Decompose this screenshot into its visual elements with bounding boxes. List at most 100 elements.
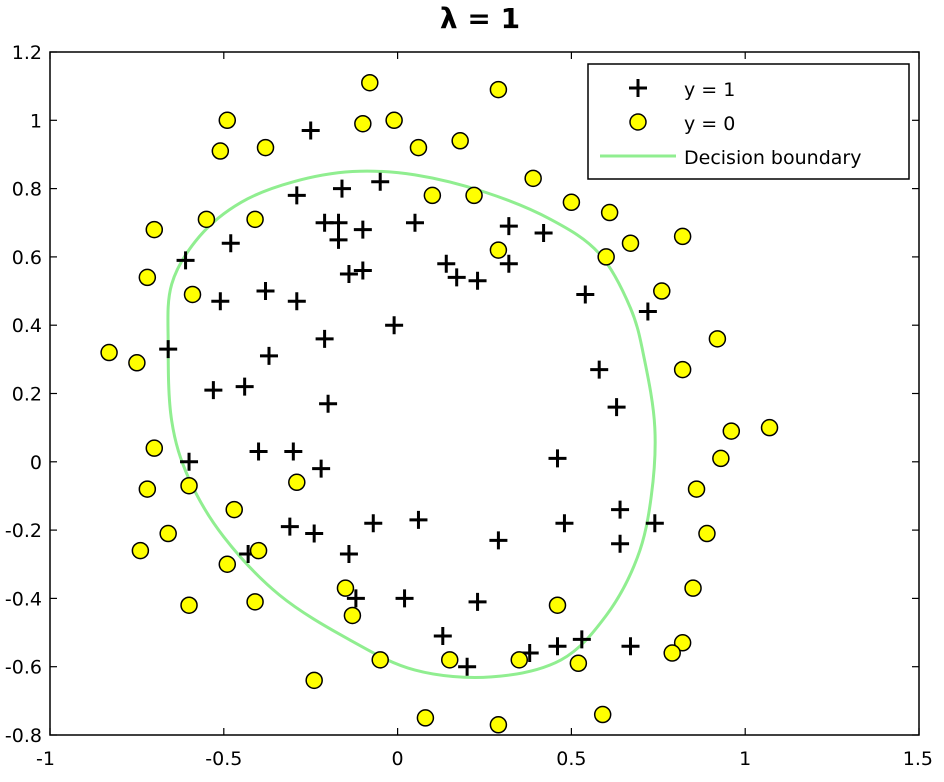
y-tick-label: -0.8 bbox=[5, 725, 42, 747]
negative-point bbox=[145, 439, 164, 457]
negative-point bbox=[138, 268, 157, 287]
y-tick-label: 0.2 bbox=[12, 384, 42, 406]
negative-point bbox=[180, 476, 198, 495]
positive-point bbox=[329, 230, 348, 249]
x-tick-label: 1 bbox=[739, 748, 751, 770]
positive-point bbox=[607, 398, 626, 417]
positive-point bbox=[468, 592, 487, 611]
positive-point bbox=[353, 220, 372, 239]
y-axis-ticks: -0.8 -0.6 -0.4 -0.2 0 0.2 0.4 0.6 0.8 1 1.2 bbox=[5, 42, 919, 747]
legend-label-negative: y = 0 bbox=[684, 113, 735, 135]
x-tick-label: 0.5 bbox=[556, 748, 586, 770]
negative-point bbox=[673, 360, 692, 379]
positive-point bbox=[590, 360, 609, 379]
legend-label-positive: y = 1 bbox=[684, 79, 735, 101]
positive-point bbox=[287, 292, 306, 311]
positive-point bbox=[305, 524, 324, 543]
negative-point bbox=[218, 111, 237, 130]
negative-point bbox=[131, 541, 150, 560]
positive-point bbox=[576, 285, 595, 304]
negative-point bbox=[684, 579, 702, 597]
positive-point bbox=[204, 381, 223, 400]
negative-point bbox=[489, 716, 508, 734]
positive-point bbox=[353, 261, 372, 280]
positive-point bbox=[364, 514, 383, 533]
positive-point bbox=[256, 282, 275, 301]
positive-point bbox=[312, 459, 331, 478]
positive-point bbox=[621, 637, 640, 656]
negative-point bbox=[562, 193, 581, 212]
negative-point bbox=[593, 705, 612, 724]
positive-point bbox=[221, 234, 240, 253]
negative-point bbox=[180, 596, 198, 614]
negative-points-layer bbox=[100, 73, 779, 734]
positive-point bbox=[259, 346, 278, 365]
positive-point bbox=[548, 449, 567, 468]
positive-point bbox=[611, 534, 630, 553]
positive-point bbox=[405, 213, 424, 232]
negative-point bbox=[440, 651, 459, 669]
x-tick-label: 0 bbox=[392, 748, 404, 770]
negative-point bbox=[385, 111, 403, 130]
negative-point bbox=[673, 634, 692, 652]
legend-item-negative: y = 0 bbox=[629, 113, 735, 135]
negative-point bbox=[246, 210, 264, 229]
positive-point bbox=[339, 264, 358, 283]
negative-point bbox=[336, 579, 355, 597]
negative-point bbox=[712, 449, 730, 468]
legend-label-boundary: Decision boundary bbox=[684, 147, 861, 169]
negative-point bbox=[183, 285, 202, 304]
negative-point bbox=[288, 473, 306, 492]
negative-point bbox=[708, 330, 727, 348]
negative-point bbox=[409, 138, 428, 157]
positive-point bbox=[249, 442, 268, 461]
positive-point bbox=[638, 302, 657, 321]
negative-point bbox=[211, 142, 230, 160]
positive-point bbox=[489, 531, 508, 550]
circle-marker-icon bbox=[629, 113, 647, 131]
positive-point bbox=[315, 329, 334, 348]
negative-point bbox=[597, 248, 615, 266]
positive-point bbox=[235, 377, 254, 396]
negative-point bbox=[159, 524, 177, 543]
y-tick-label: 0.8 bbox=[12, 179, 42, 201]
y-tick-label: -0.4 bbox=[5, 588, 42, 610]
positive-point bbox=[645, 514, 664, 533]
negative-point bbox=[465, 186, 483, 205]
chart-title: λ = 1 bbox=[440, 2, 520, 35]
negative-point bbox=[451, 132, 469, 150]
x-tick-label: 1.5 bbox=[903, 748, 933, 770]
legend-item-positive: y = 1 bbox=[629, 79, 735, 101]
positive-point bbox=[346, 589, 365, 608]
negative-point bbox=[100, 343, 118, 362]
positive-point bbox=[211, 292, 230, 311]
negative-point bbox=[569, 654, 588, 673]
positive-point bbox=[176, 251, 195, 270]
positive-point bbox=[371, 172, 390, 191]
legend-item-boundary: Decision boundary bbox=[600, 147, 861, 169]
positive-point bbox=[468, 271, 487, 290]
positive-point bbox=[339, 545, 358, 564]
positive-point bbox=[159, 340, 178, 359]
negative-point bbox=[760, 418, 779, 437]
negative-point bbox=[361, 73, 379, 92]
y-tick-label: 1 bbox=[30, 110, 42, 132]
negative-point bbox=[621, 234, 640, 252]
positive-point bbox=[287, 186, 306, 205]
negative-point bbox=[510, 651, 529, 669]
y-tick-label: -0.2 bbox=[5, 520, 42, 542]
positive-point bbox=[180, 452, 199, 471]
negative-point bbox=[249, 541, 268, 560]
positive-point bbox=[301, 121, 320, 140]
positive-point bbox=[499, 254, 518, 273]
negative-point bbox=[548, 596, 567, 614]
negative-point bbox=[256, 138, 275, 157]
positive-points-layer bbox=[159, 121, 664, 676]
positive-point bbox=[395, 589, 414, 608]
negative-point bbox=[673, 227, 692, 246]
negative-point bbox=[489, 80, 508, 99]
y-tick-label: 1.2 bbox=[12, 42, 42, 64]
positive-point bbox=[458, 657, 477, 676]
positive-point bbox=[611, 500, 630, 519]
